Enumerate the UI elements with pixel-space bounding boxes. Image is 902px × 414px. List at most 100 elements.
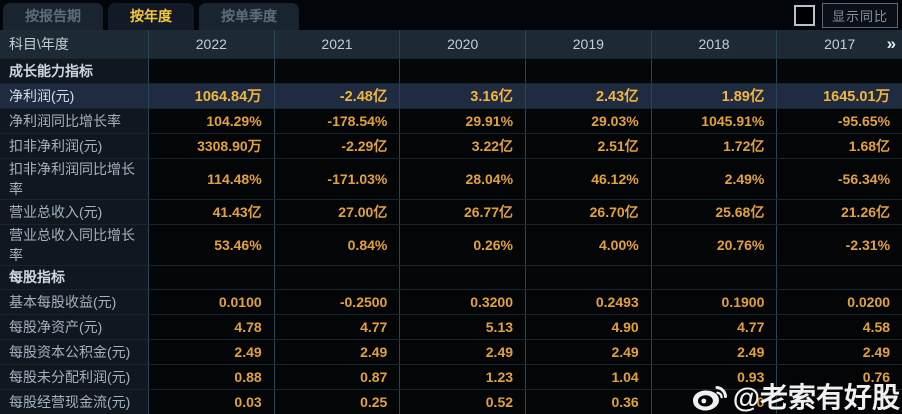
row-label: 每股净资产(元)	[0, 315, 148, 340]
table-cell	[399, 59, 526, 83]
table-row[interactable]: 基本每股收益(元) 0.0100 -0.2500 0.3200 0.2493 0.1900…	[0, 289, 902, 315]
show-yoy-checkbox[interactable]	[793, 4, 815, 26]
table-cell: 21.26亿	[776, 199, 902, 224]
row-label: 净利润同比增长率	[0, 108, 148, 133]
table-cell: -56.34%	[776, 158, 902, 199]
row-label: 每股指标	[0, 265, 148, 290]
year-header-label: 2018	[698, 36, 730, 52]
table-row[interactable]: 净利润(元) 1064.84万 -2.48亿 3.16亿 2.43亿 1.89亿 1645.…	[0, 82, 902, 108]
table-cell: 4.58	[776, 315, 902, 340]
table-cell: 1064.84万	[148, 83, 274, 108]
year-header-label: 2017	[824, 36, 856, 52]
table-cell: 1.23	[399, 365, 526, 390]
table-cell: 4.90	[525, 315, 651, 340]
table-cell: 0.0200	[776, 290, 902, 315]
table-cell: 0.03	[148, 390, 274, 414]
table-cell: 3.22亿	[399, 133, 526, 158]
table-cell: -0.2500	[273, 290, 400, 315]
table-cell: -95.65%	[776, 108, 902, 133]
table-row[interactable]: 每股资本公积金(元) 2.49 2.49 2.49 2.49 2.49 2.49	[0, 339, 902, 365]
table-cell: 2.49	[273, 340, 400, 365]
table-cell: 1645.01万	[776, 83, 902, 108]
table-cell: 28.04%	[399, 158, 526, 199]
table-cell: -178.54%	[273, 108, 400, 133]
table-row[interactable]: 净利润同比增长率 104.29% -178.54% 29.91% 29.03% 1045.…	[0, 107, 902, 133]
table-cell: 1.04	[525, 365, 651, 390]
table-row[interactable]: 扣非净利润同比增长率 114.48% -171.03% 28.04% 46.12% 2.4…	[0, 157, 902, 199]
table-cell: 0.88	[148, 365, 274, 390]
tabs-container: 按报告期 按年度 按单季度	[0, 3, 304, 30]
table-cell: 104.29%	[148, 108, 274, 133]
table-cell: 4.78	[148, 315, 274, 340]
row-label: 基本每股收益(元)	[0, 290, 148, 315]
table-cell	[776, 265, 902, 290]
tab-by-quarter[interactable]: 按单季度	[199, 3, 299, 30]
financial-table: 科目\年度 2022 2021 2020 2019 2018 2017 » 成长能力指标 净利…	[0, 30, 902, 414]
table-cell	[776, 59, 902, 83]
row-label: 每股经营现金流(元)	[0, 390, 148, 414]
table-cell: 0.3200	[399, 290, 526, 315]
row-label: 营业总收入同比增长率	[0, 224, 148, 265]
year-header: 2018	[650, 30, 777, 58]
table-cell: 0.0100	[148, 290, 274, 315]
table-cell: 0.25	[273, 390, 400, 414]
year-header-label: 2020	[447, 36, 479, 52]
table-row[interactable]: 营业总收入(元) 41.43亿 27.00亿 26.77亿 26.70亿 25.68亿 21…	[0, 198, 902, 224]
table-row[interactable]: 每股经营现金流(元) 0.03 0.25 0.52 0.36 0	[0, 389, 902, 414]
table-cell	[148, 59, 274, 83]
yoy-controls: 显示同比	[793, 2, 898, 28]
tab-by-year[interactable]: 按年度	[108, 3, 194, 30]
table-cell: 5.13	[399, 315, 526, 340]
table-cell: 1.89亿	[650, 83, 777, 108]
table-cell: 0.2493	[525, 290, 651, 315]
table-cell: 26.70亿	[525, 199, 651, 224]
year-header: 2022	[148, 30, 274, 58]
table-cell: 4.77	[273, 315, 400, 340]
table-cell: 0.87	[273, 365, 400, 390]
table-cell: 26.77亿	[399, 199, 526, 224]
table-cell: 4.00%	[525, 224, 651, 265]
tab-by-report-period[interactable]: 按报告期	[3, 3, 103, 30]
table-cell: 0.52	[399, 390, 526, 414]
table-cell: 0.26%	[399, 224, 526, 265]
table-cell: -2.29亿	[273, 133, 400, 158]
table-cell: 1.68亿	[776, 133, 902, 158]
table-cell: 2.49	[399, 340, 526, 365]
table-cell	[776, 390, 902, 414]
more-years-icon[interactable]: »	[886, 34, 897, 53]
row-label: 扣非净利润同比增长率	[0, 158, 148, 199]
table-cell: 2.51亿	[525, 133, 651, 158]
year-header: 2017 »	[776, 30, 902, 58]
table-row[interactable]: 营业总收入同比增长率 53.46% 0.84% 0.26% 4.00% 20.76% -2.…	[0, 223, 902, 265]
table-cell: 1045.91%	[650, 108, 777, 133]
section-row: 每股指标	[0, 264, 902, 290]
table-cell: 0	[650, 390, 777, 414]
row-label: 成长能力指标	[0, 59, 148, 83]
section-row: 成长能力指标	[0, 58, 902, 83]
table-row[interactable]: 每股净资产(元) 4.78 4.77 5.13 4.90 4.77 4.58	[0, 314, 902, 340]
table-row[interactable]: 每股未分配利润(元) 0.88 0.87 1.23 1.04 0.93 0.76	[0, 364, 902, 390]
show-yoy-label[interactable]: 显示同比	[821, 2, 898, 28]
table-cell: 41.43亿	[148, 199, 274, 224]
period-tabbar: 按报告期 按年度 按单季度 显示同比	[0, 0, 902, 30]
year-header-label: 2022	[195, 36, 227, 52]
table-cell: -171.03%	[273, 158, 400, 199]
table-cell	[525, 265, 651, 290]
table-cell: 4.77	[650, 315, 777, 340]
row-label: 营业总收入(元)	[0, 199, 148, 224]
table-cell: 3.16亿	[399, 83, 526, 108]
table-cell: 1.72亿	[650, 133, 777, 158]
table-row[interactable]: 扣非净利润(元) 3308.90万 -2.29亿 3.22亿 2.51亿 1.72亿 1.6…	[0, 132, 902, 158]
table-header-row: 科目\年度 2022 2021 2020 2019 2018 2017 »	[0, 30, 902, 58]
table-cell	[650, 265, 777, 290]
table-cell: 0.93	[650, 365, 777, 390]
table-cell: 2.49	[148, 340, 274, 365]
table-cell: 3308.90万	[148, 133, 274, 158]
table-cell: 2.49	[525, 340, 651, 365]
table-cell	[273, 265, 400, 290]
row-label: 扣非净利润(元)	[0, 133, 148, 158]
table-cell: 0.36	[525, 390, 651, 414]
table-body: 成长能力指标 净利润(元) 1064.84万 -2.48亿 3.16亿 2.43亿 1.89…	[0, 58, 902, 414]
row-label: 每股未分配利润(元)	[0, 365, 148, 390]
